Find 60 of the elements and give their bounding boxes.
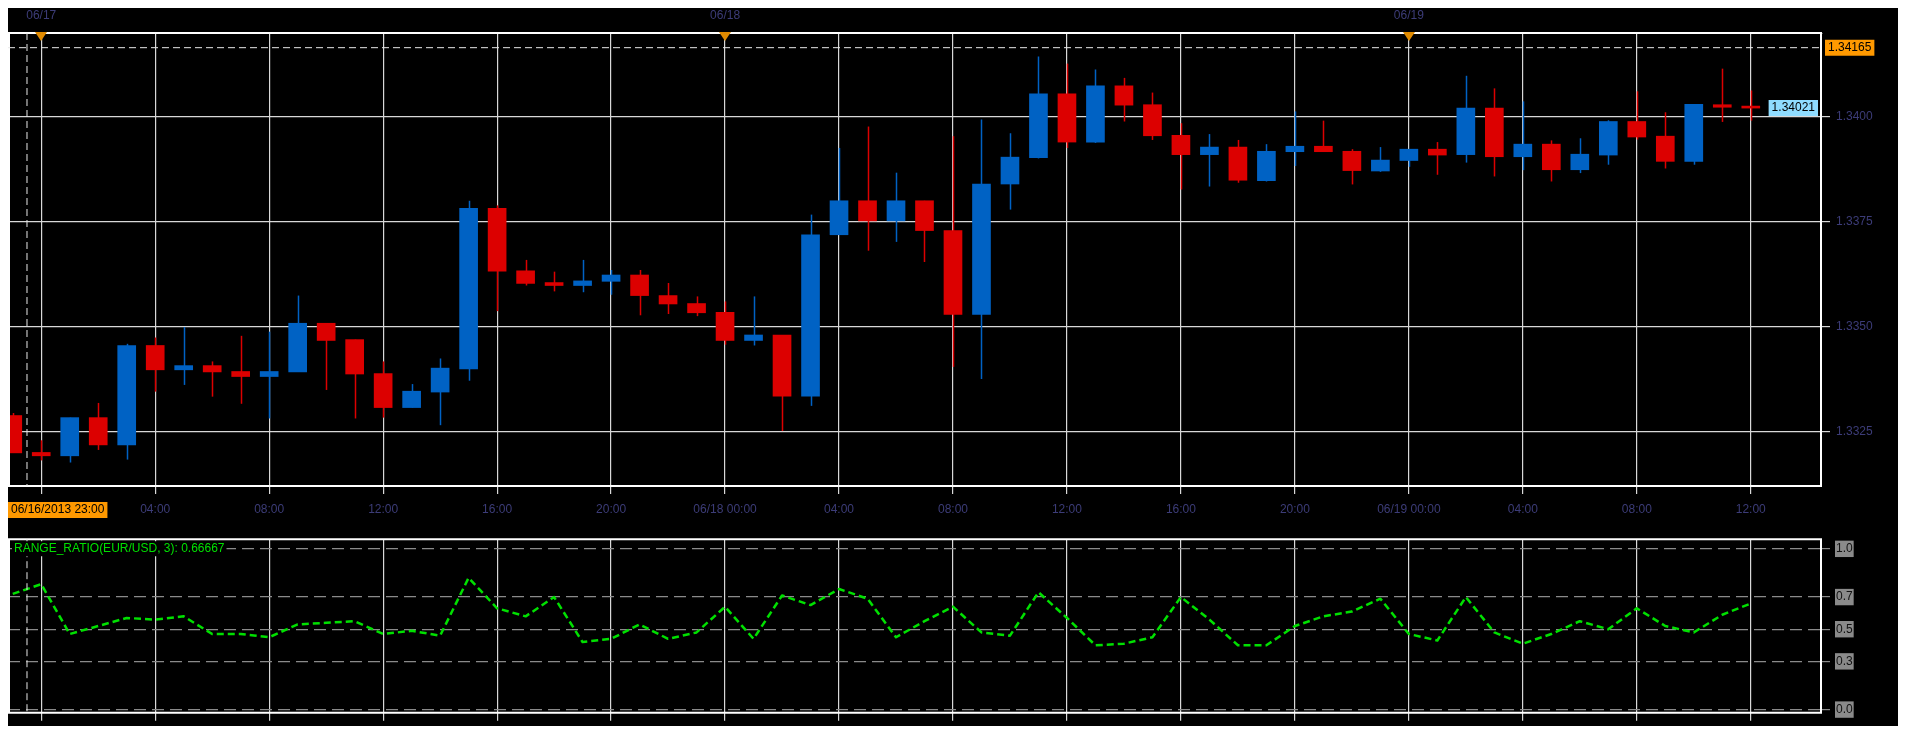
- y-tick-label: 1.3400: [1836, 109, 1874, 124]
- x-tick-label: 08:00: [1621, 502, 1653, 517]
- x2-tick-label: 06/17: [26, 8, 57, 23]
- candlestick: [1200, 133, 1219, 188]
- x-tick-label: 06/18 00:00: [693, 502, 758, 517]
- candlestick: [402, 383, 421, 409]
- x-tick-label: 12:00: [1735, 502, 1767, 517]
- candlestick: [516, 259, 535, 287]
- text: RANGE_RATIO(EUR/USD, 3): 0.66667: [14, 540, 225, 555]
- y-tick-label: 1.3325: [1836, 423, 1874, 438]
- candlestick: [1314, 119, 1333, 153]
- ref-line-label: 1.34165: [1828, 39, 1872, 54]
- x-tick-label: 04:00: [140, 502, 171, 517]
- candlestick: [1371, 146, 1390, 173]
- x-tick-label: 20:00: [596, 502, 627, 517]
- candlestick: [858, 125, 877, 252]
- x-tick-label: 12:00: [1051, 502, 1083, 517]
- candlestick: [1712, 67, 1732, 123]
- x-tick-label: 08:00: [254, 502, 285, 517]
- x-tick-label: 16:00: [482, 502, 513, 517]
- x-tick-label: 04:00: [824, 502, 855, 517]
- x-tick-label: 12:00: [368, 502, 399, 517]
- y-tick-label: 0.0: [1836, 701, 1854, 716]
- candlestick: [1171, 122, 1191, 191]
- candlestick: [630, 269, 649, 317]
- candlestick: [202, 360, 222, 398]
- x-tick-label: 04:00: [1507, 502, 1539, 517]
- x-tick-label: 08:00: [937, 502, 969, 517]
- ref-line-label: 06/16/2013 23:00: [11, 502, 105, 517]
- candlestick: [658, 282, 678, 315]
- candlestick: [174, 326, 194, 386]
- y-tick-label: 0.5: [1836, 621, 1854, 636]
- x2-tick-label: 06/19: [1393, 8, 1425, 23]
- candlestick: [259, 330, 279, 420]
- annotation: 1.34021: [1771, 100, 1816, 115]
- x2-tick-label: 06/18: [710, 8, 741, 23]
- candlestick: [1627, 90, 1647, 141]
- y-tick-label: 1.0: [1836, 541, 1854, 556]
- y-tick-label: 1.3375: [1836, 214, 1874, 229]
- x-tick-label: 20:00: [1279, 502, 1311, 517]
- y-tick-label: 0.3: [1836, 653, 1854, 668]
- candlestick: [31, 439, 51, 462]
- candlestick: [601, 269, 621, 296]
- x-tick-label: 16:00: [1165, 502, 1197, 517]
- candlestick: [573, 259, 592, 293]
- candlestick: [231, 335, 251, 405]
- candlestick: [316, 322, 336, 391]
- y-tick-label: 1.3350: [1836, 318, 1874, 333]
- x-tick-label: 06/19 00:00: [1377, 502, 1441, 517]
- candlestick: [1428, 141, 1447, 176]
- candlestick: [744, 295, 763, 347]
- candlestick: [886, 171, 906, 243]
- candlestick: [1285, 110, 1305, 167]
- candlestick: [687, 295, 706, 317]
- y-tick-label: 0.7: [1836, 589, 1854, 604]
- candlestick: [1114, 77, 1134, 123]
- candlestick: [1342, 148, 1362, 186]
- candlestick: [1570, 137, 1590, 174]
- candlestick: [1513, 100, 1533, 171]
- candlestick: [544, 270, 564, 293]
